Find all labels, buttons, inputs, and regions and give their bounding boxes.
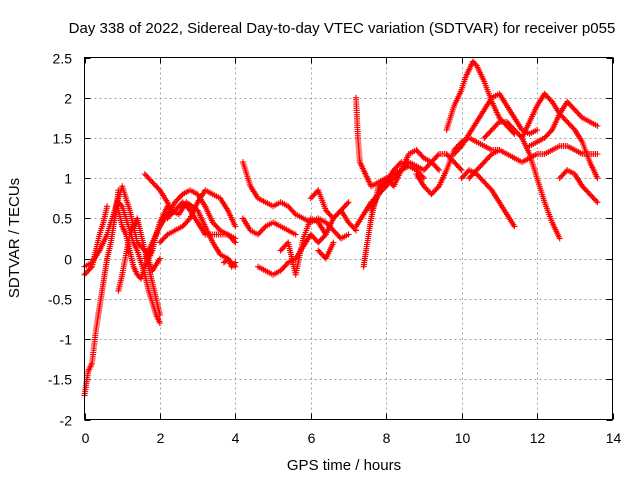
y-tick-label: 0 [64,252,72,268]
y-axis-label: SDTVAR / TECUs [6,178,23,298]
series-trace-28 [519,90,601,182]
x-tick-label: 6 [308,430,316,446]
series-trace-30 [556,167,601,206]
series-trace-17 [315,239,337,262]
y-tick-label: -1.5 [48,372,72,388]
x-tick-label: 4 [232,430,240,446]
x-axis-label: GPS time / hours [287,457,401,474]
y-tick-label: 0.5 [53,211,73,227]
series-trace-21 [368,147,442,214]
chart-title: Day 338 of 2022, Sidereal Day-to-day VTE… [69,20,616,37]
y-tick-label: -1 [60,332,73,348]
series-trace-12 [239,159,352,242]
series-trace-16 [307,187,352,222]
x-tick-label: 14 [606,430,622,446]
x-tick-label: 0 [82,430,90,446]
series-trace-19 [353,151,465,230]
y-tick-label: 1.5 [53,131,73,147]
x-tick-label: 8 [383,430,391,446]
series-trace-29 [526,98,601,149]
y-tick-label: 2.5 [53,51,73,67]
series-trace-8 [141,187,239,262]
series-trace-13 [239,215,299,238]
x-tick-label: 12 [530,430,546,446]
series-trace-18 [353,94,427,190]
x-tick-label: 10 [455,430,471,446]
x-tick-label: 2 [157,430,165,446]
y-tick-label: -2 [60,413,73,429]
series-trace-11 [221,255,239,270]
x-axis-ticks: 0 2 4 6 8 10 12 14 [82,57,622,446]
series-trace-26 [466,143,601,182]
series-trace-9 [156,187,239,246]
data-points [81,58,601,399]
series-trace-23 [443,58,518,137]
series-trace-10 [164,199,239,242]
y-tick-label: 2 [64,91,72,107]
plot-frame [84,57,613,420]
y-tick-label: -0.5 [48,292,72,308]
series-trace-15 [277,215,329,278]
y-tick-label: 1 [64,171,72,187]
